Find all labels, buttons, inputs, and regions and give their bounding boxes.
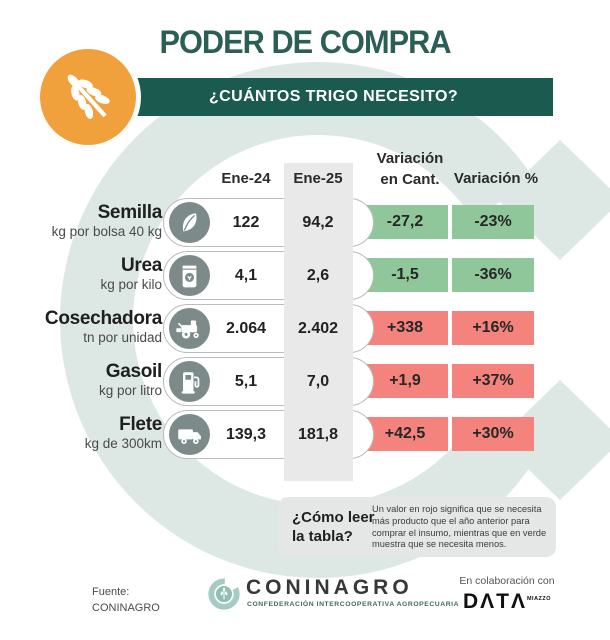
leaf-icon xyxy=(182,212,197,231)
value-ene24-flete: 139,3 xyxy=(225,425,267,443)
column-header-var-cant: Variación en Cant. xyxy=(376,150,444,188)
coninagro-logo-name: CONINAGRO xyxy=(246,576,413,599)
subtitle-banner: ¿CUÁNTOS TRIGO NECESITO? xyxy=(114,78,553,116)
wheat-badge xyxy=(40,49,136,145)
truck-icon xyxy=(178,428,201,444)
row-label-flete: Flete kg de 300km xyxy=(84,414,163,452)
wheat-icon xyxy=(67,74,110,119)
value-ene25-cosechadora: 2.402 xyxy=(297,319,339,337)
row-label-gasoil: Gasoil kg por litro xyxy=(98,361,162,399)
value-ene24-cosechadora: 2.064 xyxy=(225,319,267,337)
cell-var-pct-urea: -36% xyxy=(452,258,534,292)
cell-var-cant-cosechadora: +338 xyxy=(362,311,448,345)
row-label-semilla: Semilla kg por bolsa 40 kg xyxy=(51,202,163,240)
column-header-ene24: Ene-24 xyxy=(221,170,271,187)
subtitle-banner-text: ¿CUÁNTOS TRIGO NECESITO? xyxy=(208,88,459,105)
data-miazzo-logo-sup: MIAZZO xyxy=(526,596,552,602)
cell-var-cant-urea: -1,5 xyxy=(362,258,448,292)
cell-var-pct-cosechadora: +16% xyxy=(452,311,534,345)
cell-var-cant-flete: +42,5 xyxy=(362,417,448,451)
value-ene25-flete: 181,8 xyxy=(297,425,339,443)
row-icon-cosechadora xyxy=(169,307,210,349)
harvester-icon xyxy=(176,320,199,339)
row-icon-urea xyxy=(169,254,210,296)
row-icon-gasoil xyxy=(169,360,210,402)
fertilizer-bag-icon xyxy=(182,265,197,287)
cell-var-cant-semilla: -27,2 xyxy=(362,205,448,239)
row-icon-flete xyxy=(169,413,210,455)
row-label-urea: Urea kg por kilo xyxy=(100,255,162,293)
collaboration-block: En colaboración con DΛTΛMIAZZO xyxy=(452,575,562,614)
column-header-ene25: Ene-25 xyxy=(293,170,343,187)
value-ene24-semilla: 122 xyxy=(232,213,260,231)
value-ene24-urea: 4,1 xyxy=(234,266,258,284)
coninagro-logo-icon xyxy=(208,578,240,610)
value-ene25-urea: 2,6 xyxy=(306,266,330,284)
ene25-column-strip xyxy=(284,163,353,481)
row-label-cosechadora: Cosechadora tn por unidad xyxy=(44,308,162,346)
coninagro-logo-subtitle: CONFEDERACIÓN INTERCOOPERATIVA AGROPECUA… xyxy=(247,601,460,608)
source-note: Fuente: CONINAGRO xyxy=(92,586,160,614)
how-to-read-question: ¿Cómo leer la tabla? xyxy=(292,509,375,545)
data-miazzo-logo: DΛTΛMIAZZO xyxy=(462,590,552,613)
collaboration-label: En colaboración con xyxy=(459,575,555,587)
fuel-pump-icon xyxy=(181,371,200,394)
cell-var-pct-flete: +30% xyxy=(452,417,534,451)
how-to-read-box: ¿Cómo leer la tabla? Un valor en rojo si… xyxy=(278,497,556,557)
row-icon-semilla xyxy=(169,201,210,243)
coninagro-logo: CONINAGRO CONFEDERACIÓN INTERCOOPERATIVA… xyxy=(206,574,459,617)
value-ene25-gasoil: 7,0 xyxy=(306,372,330,390)
page-title: PODER DE COMPRA xyxy=(159,24,451,60)
cell-var-pct-semilla: -23% xyxy=(452,205,534,239)
column-header-var-pct: Variación % xyxy=(453,170,539,187)
value-ene25-semilla: 94,2 xyxy=(302,213,334,231)
cell-var-cant-gasoil: +1,9 xyxy=(362,364,448,398)
cell-var-pct-gasoil: +37% xyxy=(452,364,534,398)
how-to-read-text: Un valor en rojo significa que se necesi… xyxy=(372,504,547,550)
value-ene24-gasoil: 5,1 xyxy=(234,372,258,390)
